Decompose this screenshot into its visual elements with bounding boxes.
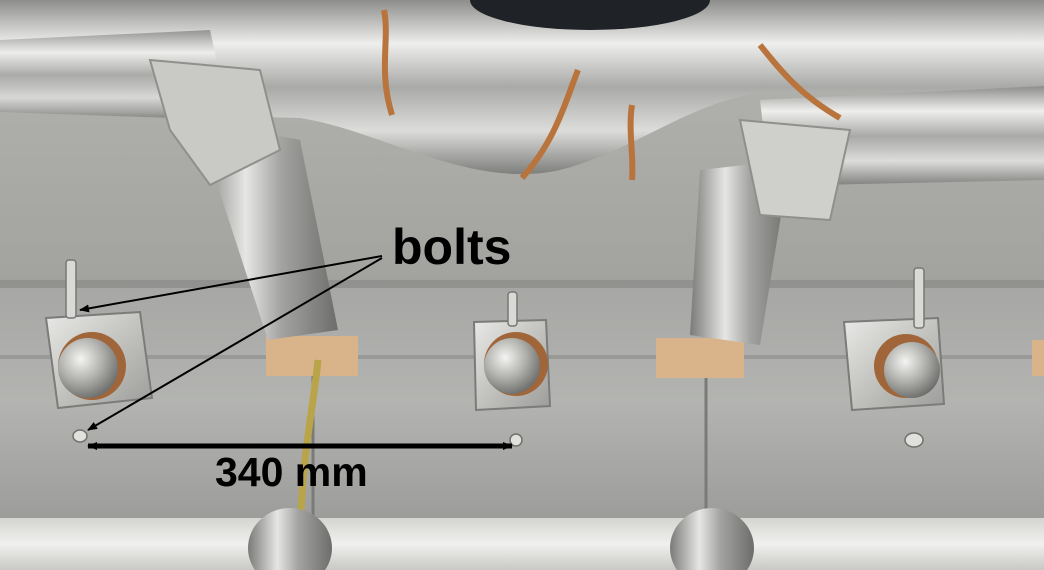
mount-right	[842, 316, 946, 412]
bolt-upper-right	[913, 267, 925, 329]
panel-step-shadow	[0, 280, 1044, 288]
mount-dome	[884, 342, 940, 398]
distance-label: 340 mm	[215, 449, 368, 495]
pipe-bend-left	[148, 58, 282, 187]
yellow-cable	[296, 359, 322, 526]
weld-seam-1	[381, 9, 395, 116]
bolt-lower-right	[904, 432, 924, 448]
weld-seam-2	[519, 68, 581, 180]
bolts-label: bolts	[392, 219, 512, 275]
bolt-lower-left	[72, 429, 88, 443]
weld-seam-4	[757, 43, 842, 121]
mount-center	[472, 318, 552, 412]
bolt-upper-left	[65, 259, 77, 319]
cardboard-spacer-edge	[1032, 340, 1044, 376]
bolt-lower-center	[509, 433, 523, 447]
bottom-cylinder-left	[248, 508, 332, 570]
mount-dome	[58, 338, 118, 398]
pipe-bend-right	[738, 118, 852, 222]
weld-seam-3	[627, 104, 636, 181]
mount-dome	[484, 338, 540, 394]
bolts-arrow-lower	[87, 257, 383, 431]
cardboard-spacer-left	[266, 336, 358, 376]
dark-opening	[470, 0, 710, 30]
bolt-upper-center	[507, 291, 518, 327]
bottom-edge-band	[0, 518, 1044, 570]
mount-left	[44, 310, 154, 410]
cardboard-spacer-right	[656, 338, 744, 378]
bottom-cylinder-right	[670, 508, 754, 570]
bolts-arrow-upper	[79, 255, 383, 313]
manifold-pipe-upper	[0, 0, 1044, 175]
